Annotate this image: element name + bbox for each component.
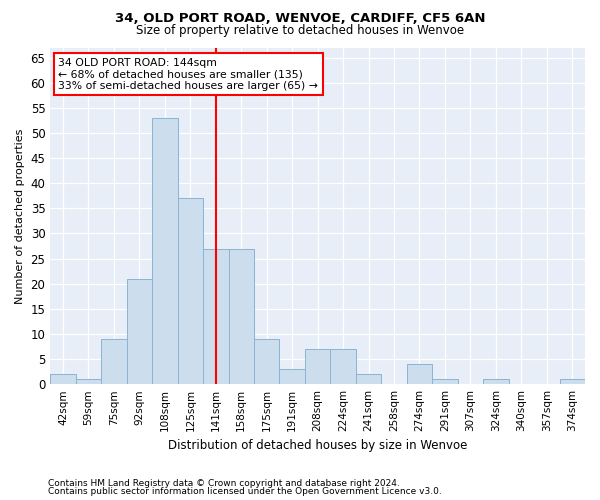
Bar xyxy=(229,248,254,384)
Y-axis label: Number of detached properties: Number of detached properties xyxy=(15,128,25,304)
Text: 34, OLD PORT ROAD, WENVOE, CARDIFF, CF5 6AN: 34, OLD PORT ROAD, WENVOE, CARDIFF, CF5 … xyxy=(115,12,485,26)
Bar xyxy=(356,374,382,384)
Bar xyxy=(101,339,127,384)
Bar xyxy=(483,379,509,384)
X-axis label: Distribution of detached houses by size in Wenvoe: Distribution of detached houses by size … xyxy=(168,440,467,452)
Text: Size of property relative to detached houses in Wenvoe: Size of property relative to detached ho… xyxy=(136,24,464,37)
Bar xyxy=(254,339,280,384)
Bar xyxy=(560,379,585,384)
Bar xyxy=(432,379,458,384)
Bar xyxy=(178,198,203,384)
Bar xyxy=(50,374,76,384)
Bar xyxy=(280,369,305,384)
Bar xyxy=(407,364,432,384)
Text: Contains public sector information licensed under the Open Government Licence v3: Contains public sector information licen… xyxy=(48,487,442,496)
Bar xyxy=(305,349,331,384)
Text: 34 OLD PORT ROAD: 144sqm
← 68% of detached houses are smaller (135)
33% of semi-: 34 OLD PORT ROAD: 144sqm ← 68% of detach… xyxy=(58,58,318,91)
Bar xyxy=(152,118,178,384)
Bar xyxy=(127,278,152,384)
Bar xyxy=(76,379,101,384)
Bar xyxy=(331,349,356,384)
Text: Contains HM Land Registry data © Crown copyright and database right 2024.: Contains HM Land Registry data © Crown c… xyxy=(48,478,400,488)
Bar xyxy=(203,248,229,384)
